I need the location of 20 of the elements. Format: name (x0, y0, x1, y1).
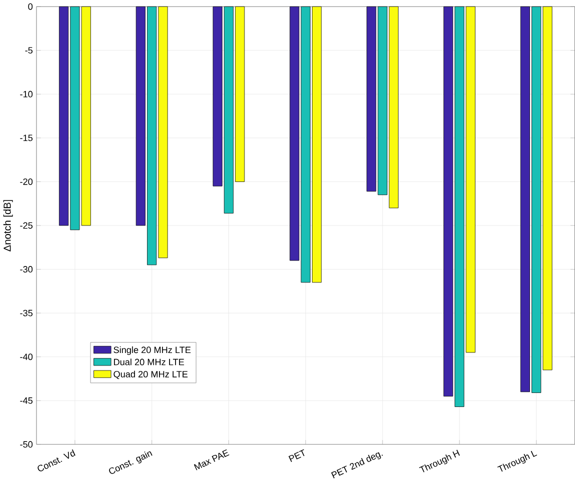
y-tick-label: -20 (20, 178, 33, 186)
y-tick-label: -40 (20, 354, 33, 360)
x-tick-label: Max PAE (194, 449, 230, 470)
y-tick-label: 0 (28, 3, 33, 10)
legend-label: Dual 20 MHz LTE (114, 358, 184, 366)
y-tick-label: -50 (20, 441, 33, 448)
x-tick-label: PET 2nd deg. (331, 452, 383, 478)
x-tick-label: Const. gain (109, 451, 152, 474)
y-tick-label: -10 (20, 91, 33, 98)
y-axis-title: Δnotch [dB] (3, 200, 13, 252)
x-tick-label: PET (288, 449, 304, 462)
legend-label: Single 20 MHz LTE (114, 346, 191, 355)
y-tick-label: -25 (20, 222, 33, 229)
y-tick-label: -30 (20, 266, 33, 273)
y-tick-label: -45 (20, 398, 33, 404)
x-tick-label: Const. Vd (38, 449, 76, 472)
legend-label: Quad 20 MHz LTE (114, 370, 188, 380)
y-tick-label: -5 (25, 47, 33, 54)
y-tick-label: -15 (20, 134, 33, 142)
y-tick-label: -35 (20, 310, 33, 316)
